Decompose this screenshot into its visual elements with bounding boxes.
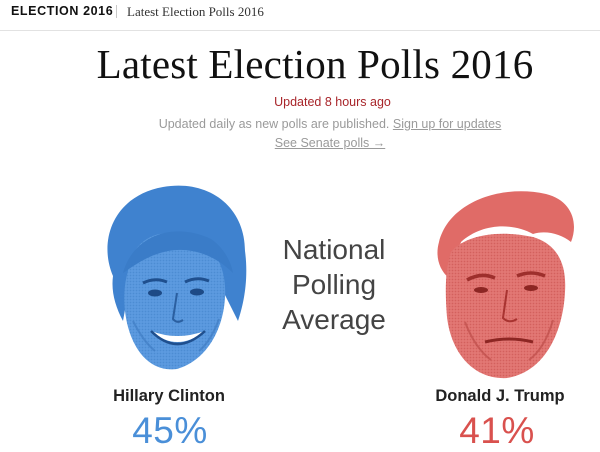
- senate-polls-link[interactable]: See Senate polls →: [274, 136, 386, 150]
- candidate-name-clinton: Hillary Clinton: [113, 387, 225, 405]
- signup-link[interactable]: Sign up for updates: [392, 117, 502, 131]
- national-average-line-1: National: [282, 234, 386, 265]
- updated-timestamp: Updated 8 hours ago: [274, 95, 391, 109]
- national-average-line-2: Polling: [291, 269, 377, 300]
- senate-link-row: See Senate polls →: [0, 136, 600, 150]
- update-note: Updated daily as new polls are published…: [0, 117, 600, 131]
- clinton-portrait: [107, 185, 247, 370]
- national-polling-average-label: National Polling Average: [254, 232, 414, 337]
- section-label-link[interactable]: ELECTION 2016: [11, 4, 114, 18]
- top-bar: ELECTION 2016 Latest Election Polls 2016: [0, 0, 600, 31]
- candidate-percent-trump: 41%: [459, 410, 535, 451]
- page-title: Latest Election Polls 2016: [96, 41, 534, 87]
- national-average-line-3: Average: [282, 304, 386, 335]
- breadcrumb-link[interactable]: Latest Election Polls 2016: [127, 4, 264, 19]
- candidate-percent-clinton: 45%: [132, 410, 208, 451]
- header-divider: [116, 5, 117, 18]
- trump-portrait: [437, 191, 574, 379]
- update-note-text: Updated daily as new polls are published…: [158, 117, 393, 131]
- candidate-name-trump: Donald J. Trump: [435, 387, 565, 405]
